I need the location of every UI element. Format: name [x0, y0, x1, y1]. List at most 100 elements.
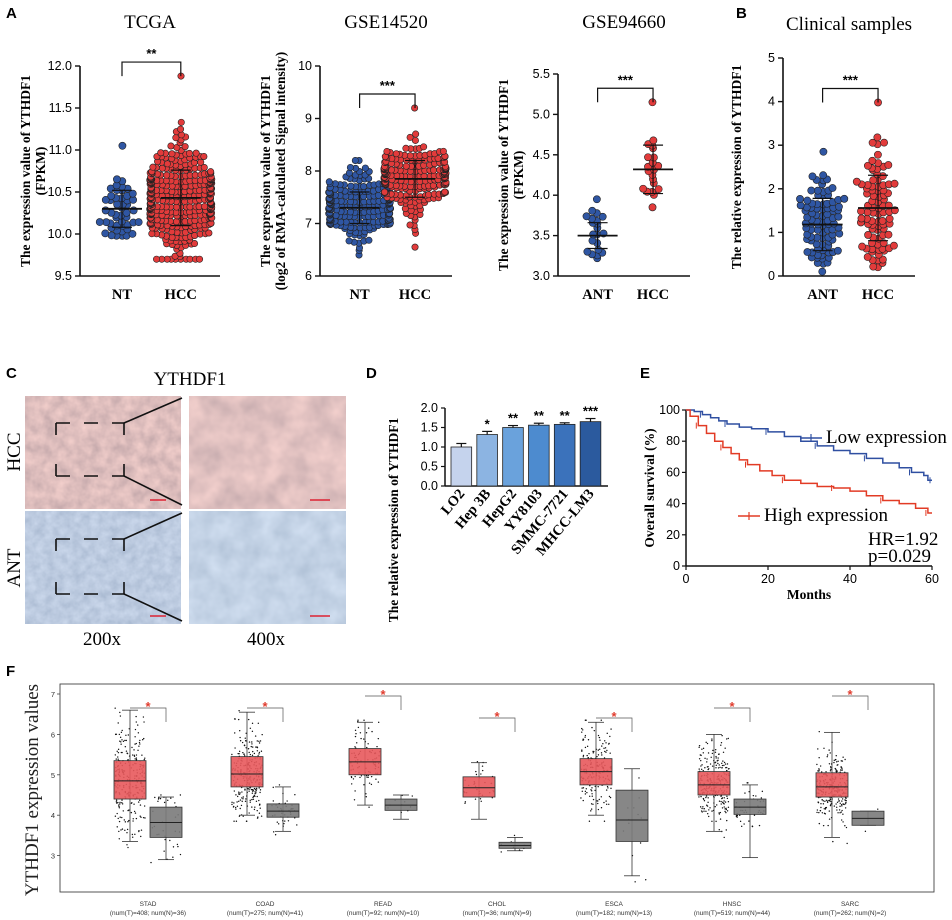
- jitter-point: [736, 816, 738, 818]
- jitter-point: [723, 764, 725, 767]
- data-point: [592, 195, 601, 204]
- jitter-point: [701, 807, 703, 810]
- jitter-point: [368, 806, 370, 808]
- ihc-image-panel: YTHDF1 HCC ANT 200x 400x: [4, 369, 346, 650]
- data-point: [594, 245, 603, 254]
- jitter-point: [821, 771, 823, 773]
- data-point: [878, 217, 887, 225]
- data-point: [201, 202, 209, 210]
- jitter-point: [725, 808, 728, 811]
- x-category-label: NT: [350, 287, 370, 303]
- jitter-point: [143, 805, 146, 807]
- jitter-point: [839, 812, 841, 814]
- jitter-point: [582, 738, 585, 741]
- jitter-point: [724, 763, 727, 765]
- y-tick-label: 10: [298, 59, 312, 73]
- y-axis-title: The expression value of YTHDF1(FPKM): [496, 79, 526, 271]
- jitter-point: [830, 767, 832, 769]
- data-point: [412, 130, 420, 138]
- data-point: [149, 163, 157, 171]
- jitter-point: [720, 803, 722, 805]
- ihc-column-label-400x: 400x: [247, 629, 286, 650]
- jitter-point: [124, 739, 126, 742]
- jitter-point: [256, 809, 258, 812]
- jitter-point: [703, 810, 705, 812]
- jitter-point: [128, 728, 130, 730]
- jitter-point: [365, 796, 367, 798]
- jitter-point: [239, 730, 241, 732]
- jitter-point: [708, 809, 710, 811]
- jitter-point: [592, 803, 594, 805]
- jitter-point: [720, 795, 723, 797]
- data-point: [835, 202, 843, 211]
- jitter-point: [144, 757, 146, 759]
- data-point: [351, 157, 359, 165]
- jitter-point: [707, 766, 709, 768]
- jitter-point: [377, 737, 380, 740]
- jitter-point: [246, 820, 248, 822]
- jitter-point: [251, 722, 254, 725]
- jitter-point: [133, 749, 135, 751]
- jitter-point: [840, 819, 843, 821]
- jitter-point: [236, 795, 239, 798]
- jitter-point: [135, 754, 138, 756]
- jitter-point: [834, 758, 837, 761]
- y-tick-label: 3: [51, 852, 55, 861]
- jitter-point: [717, 762, 719, 765]
- jitter-point: [273, 831, 275, 833]
- jitter-point: [242, 751, 244, 754]
- jitter-point: [828, 810, 831, 812]
- jitter-point: [125, 750, 128, 752]
- jitter-point: [245, 732, 247, 734]
- jitter-point: [248, 812, 250, 814]
- jitter-point: [120, 731, 123, 734]
- jitter-point: [256, 750, 259, 752]
- jitter-point: [252, 750, 254, 753]
- jitter-point: [823, 747, 825, 750]
- jitter-point: [582, 787, 585, 789]
- significance-star: *: [262, 699, 268, 714]
- jitter-point: [817, 748, 819, 750]
- x-category-label: HCC: [165, 287, 197, 303]
- jitter-point: [824, 800, 826, 803]
- y-axis-title: The expression value of YTHDF1(log2 of R…: [258, 52, 288, 291]
- jitter-point: [702, 806, 704, 808]
- jitter-point: [581, 731, 583, 733]
- jitter-point: [582, 754, 585, 757]
- jitter-point: [605, 751, 607, 753]
- jitter-point: [117, 751, 120, 754]
- data-point: [102, 218, 111, 227]
- jitter-point: [819, 765, 822, 767]
- jitter-point: [726, 797, 729, 800]
- jitter-point: [128, 819, 130, 822]
- jitter-point: [127, 846, 129, 849]
- jitter-point: [135, 757, 138, 759]
- jitter-point: [582, 756, 585, 758]
- jitter-point: [172, 856, 174, 858]
- jitter-point: [826, 754, 829, 756]
- data-point: [402, 144, 410, 152]
- data-point: [181, 143, 189, 151]
- jitter-point: [602, 743, 604, 745]
- significance-bracket: [714, 707, 751, 722]
- jitter-point: [239, 799, 242, 801]
- data-point: [163, 171, 171, 179]
- jitter-point: [272, 786, 274, 789]
- jitter-point: [234, 806, 237, 809]
- jitter-point: [608, 803, 610, 806]
- jitter-point: [755, 795, 757, 797]
- jitter-point: [360, 775, 363, 777]
- jitter-point: [719, 818, 722, 820]
- jitter-point: [350, 775, 353, 778]
- jitter-point: [254, 795, 256, 798]
- significance-star: *: [380, 687, 386, 702]
- scatter-group-nt: [95, 141, 143, 240]
- x-category-label: HCC: [862, 287, 894, 303]
- jitter-point: [138, 830, 140, 832]
- jitter-point: [715, 748, 717, 751]
- jitter-point: [251, 806, 253, 808]
- jitter-point: [836, 806, 838, 808]
- jitter-point: [119, 740, 121, 742]
- data-point: [796, 195, 804, 203]
- jitter-point: [700, 795, 702, 798]
